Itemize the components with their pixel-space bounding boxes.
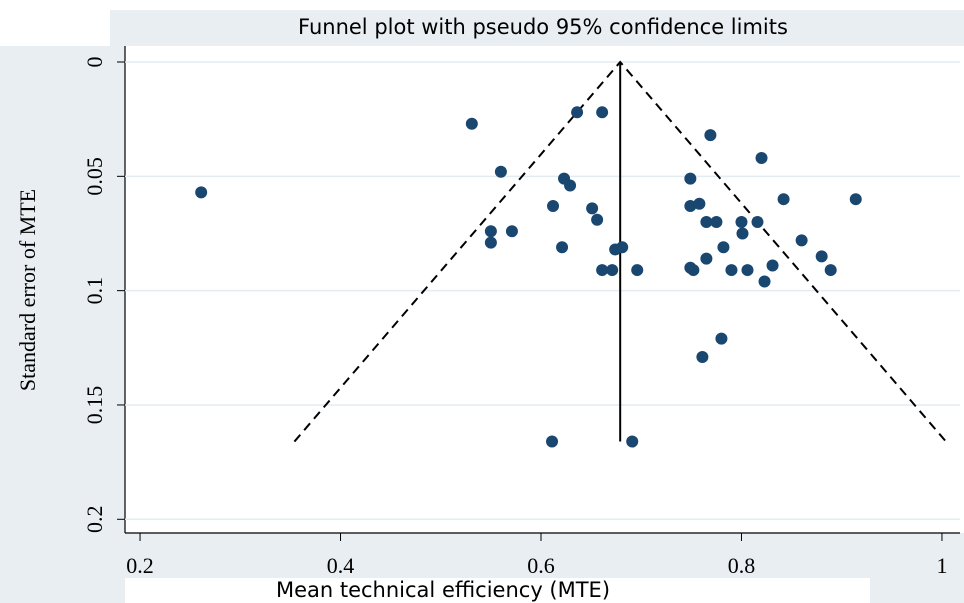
point [766,259,779,272]
point [556,241,569,254]
point [596,264,609,277]
y-axis-label: Standard error of MTE [15,189,40,391]
point [693,197,706,210]
title-band [110,10,964,46]
x-axis-label: Mean technical efficiency (MTE) [276,578,610,602]
y-axis-band [0,46,125,556]
point [684,172,697,185]
x-tick-label: 0.4 [327,553,355,578]
point [735,216,748,229]
x-tick-label: 0.6 [527,553,555,578]
x-tick-label: 1 [936,553,947,578]
x-label-band [125,578,870,603]
point [505,225,518,238]
chart-title: Funnel plot with pseudo 95% confidence l… [298,15,788,39]
point [715,332,728,345]
point [751,216,764,229]
point [547,200,560,213]
point [741,264,754,277]
point [484,225,497,238]
point [717,241,730,254]
x-tick-label: 0.2 [126,553,154,578]
point [777,193,790,206]
point [606,264,619,277]
point [815,250,828,263]
y-tick-label: 0.05 [82,157,107,196]
point [465,117,478,130]
point [700,252,713,265]
y-tick-label: 0 [82,57,107,68]
point [591,213,604,226]
point [755,152,768,165]
point [586,202,599,215]
point [631,264,644,277]
point [696,350,709,363]
point [626,435,639,448]
point [484,236,497,249]
point [195,186,208,199]
point [596,106,609,119]
point [849,193,862,206]
point [494,165,507,178]
point [684,200,697,213]
point [758,275,771,288]
point [704,129,717,142]
y-tick-label: 0.2 [82,506,107,534]
point [736,227,749,240]
point [824,264,837,277]
point [725,264,738,277]
point [546,435,559,448]
y-tick-label: 0.1 [82,277,107,305]
point [700,216,713,229]
point [687,264,700,277]
point [795,234,808,247]
point [571,106,584,119]
y-tick-label: 0.15 [82,386,107,425]
plot-area [125,46,960,533]
point [616,241,629,254]
point [564,179,577,192]
x-tick-label: 0.8 [728,553,756,578]
point [710,216,723,229]
